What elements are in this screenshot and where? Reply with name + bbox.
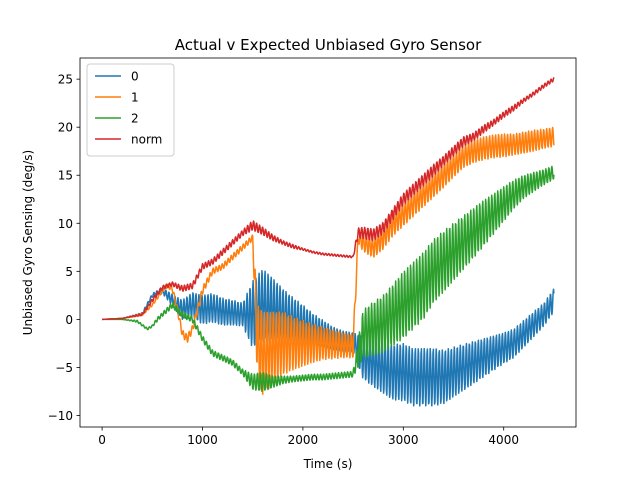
y-tick-label: 25 [58,73,73,87]
y-tick-label: 0 [65,313,73,327]
plot-frame [79,57,577,428]
series-line-0 [101,269,555,407]
x-tick-label: 3000 [388,433,419,447]
y-tick-label: 5 [65,265,73,279]
x-axis-label: Time (s) [303,457,353,471]
legend-label-2: 2 [131,112,139,126]
legend-label-1: 1 [131,91,139,105]
y-tick-label: −10 [48,409,73,423]
x-tick-label: 1000 [187,433,218,447]
y-tick-label: 15 [58,169,73,183]
x-tick-label: 2000 [288,433,319,447]
legend-label-norm: norm [131,133,162,147]
legend-box [86,63,175,157]
series-line-norm [101,77,555,321]
x-tick-label: 4000 [488,433,519,447]
legend: 0 1 2 norm [86,63,175,157]
y-axis-label: Unbiased Gyro Sensing (deg/s) [21,150,35,336]
y-tick-label: 10 [58,217,73,231]
series-line-2 [101,165,555,393]
x-tick-label: 0 [98,433,106,447]
legend-label-0: 0 [131,70,139,84]
y-tick-label: −5 [55,361,73,375]
chart-title: Actual v Expected Unbiased Gyro Sensor [175,36,482,54]
y-tick-label: 20 [58,121,73,135]
series-layer [101,77,555,407]
